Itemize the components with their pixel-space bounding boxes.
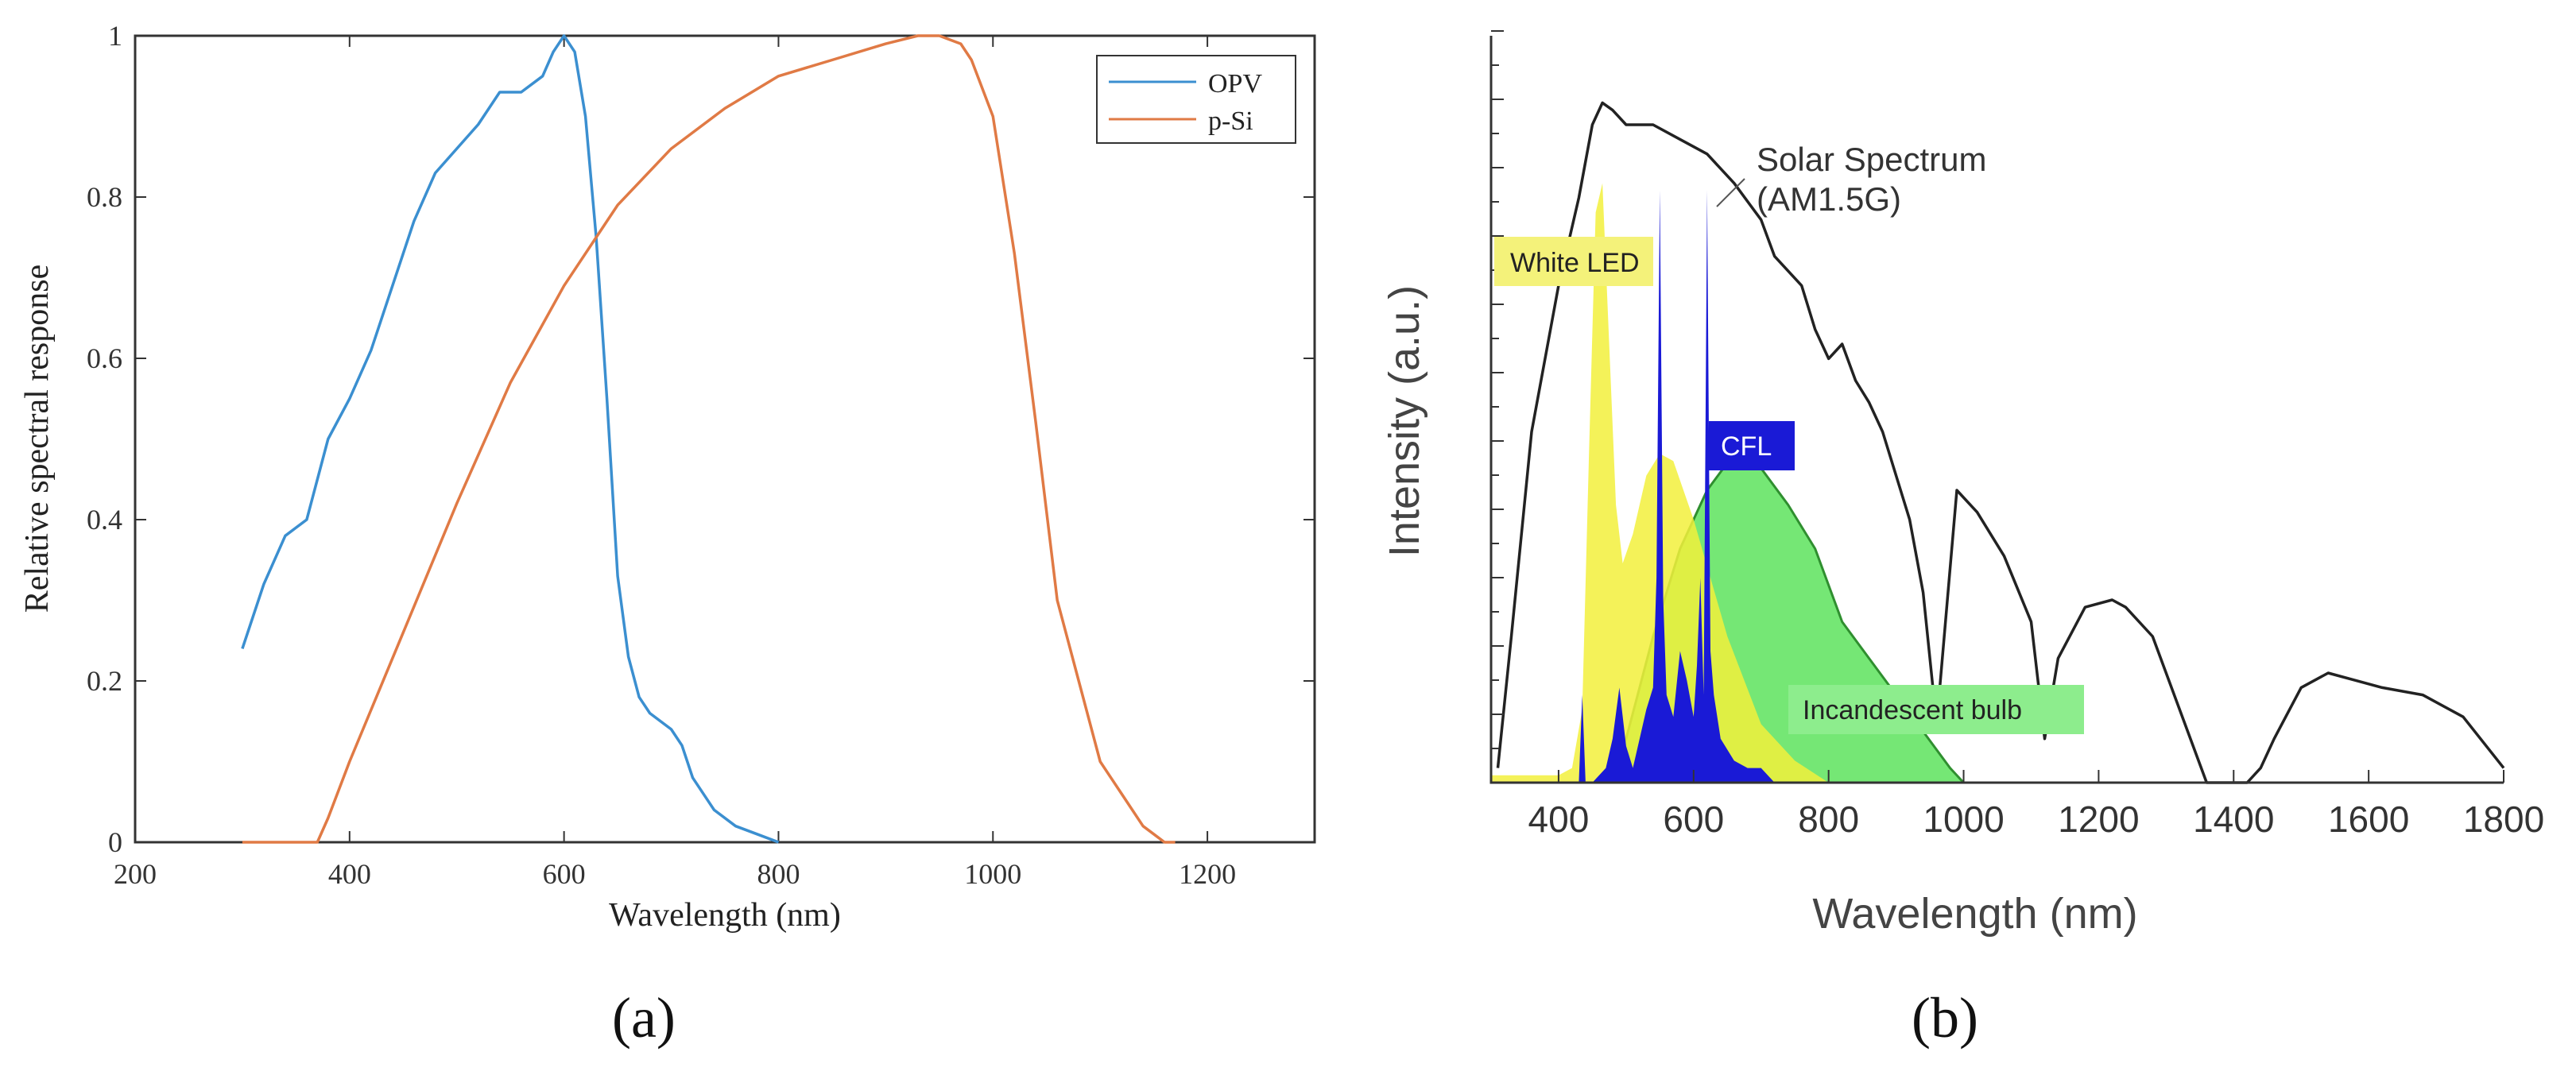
annotation-cfl: CFL — [1709, 421, 1795, 470]
panel-a-plot-frame — [134, 34, 1316, 844]
series-line-opv — [241, 34, 780, 844]
panel-a-y-axis-label: Relative spectral response — [19, 265, 56, 613]
panel-a-legend: OPV p-Si — [1096, 55, 1296, 144]
panel-b: 400 600 800 1000 1200 1400 1600 1800 Wavelength… — [1381, 30, 2544, 1050]
panel-b-ticks: 400 600 800 1000 1200 1400 1600 1800 — [1491, 30, 2544, 840]
x-tick-label: 800 — [1798, 799, 1859, 840]
cfl-label: CFL — [1721, 431, 1772, 462]
legend-psi-label: p-Si — [1208, 106, 1253, 136]
annotation-incandescent: Incandescent bulb — [1788, 685, 2084, 734]
legend-opv-label: OPV — [1208, 69, 1262, 99]
x-tick-label: 400 — [1528, 799, 1590, 840]
white-led-label: White LED — [1510, 248, 1640, 278]
x-tick-label: 400 — [328, 858, 371, 890]
y-tick-label: 0.6 — [87, 342, 122, 374]
y-tick-label: 0 — [108, 826, 122, 858]
y-tick-label: 1 — [108, 20, 122, 52]
x-tick-label: 600 — [1663, 799, 1724, 840]
x-tick-label: 1200 — [2058, 799, 2139, 840]
panel-b-spectra — [1491, 101, 2505, 784]
panel-b-x-axis-label: Wavelength (nm) — [1812, 890, 2137, 938]
panel-b-y-axis-label: Intensity (a.u.) — [1381, 285, 1428, 557]
x-tick-label: 1000 — [1923, 799, 2004, 840]
x-tick-label: 1600 — [2328, 799, 2409, 840]
x-tick-label: 1400 — [2193, 799, 2274, 840]
x-tick-label: 800 — [757, 858, 800, 890]
x-tick-label: 600 — [543, 858, 586, 890]
solar-label-line: (AM1.5G) — [1757, 180, 1901, 218]
series-line-p-si — [242, 34, 1176, 844]
panel-a-x-axis-label: Wavelength (nm) — [609, 897, 841, 934]
panel-b-label: (b) — [1912, 986, 1978, 1050]
x-tick-label: 200 — [114, 858, 157, 890]
y-tick-label: 0.4 — [87, 504, 122, 536]
annotation-solar: Solar Spectrum (AM1.5G) — [1716, 141, 1986, 218]
panel-a: 200 400 600 800 1000 1200 0 0.2 0.4 0.6 0.8 1 Wavel… — [19, 20, 1316, 1050]
panel-b-axes — [1489, 36, 2504, 784]
panel-a-lines — [241, 34, 1176, 844]
solar-spectrum-line — [1496, 101, 2505, 784]
solar-spectrum-label: Solar Spectrum (AM1.5G) — [1757, 141, 1986, 218]
x-tick-label: 1200 — [1179, 858, 1236, 890]
cfl-label-bg — [1709, 421, 1795, 470]
y-tick-label: 0.2 — [87, 665, 122, 697]
legend-box — [1096, 55, 1296, 144]
incandescent-label: Incandescent bulb — [1803, 695, 2022, 725]
solar-annotation-leader — [1716, 178, 1745, 207]
x-tick-label: 1000 — [964, 858, 1021, 890]
x-tick-label: 1800 — [2463, 799, 2544, 840]
panel-a-label: (a) — [612, 986, 676, 1050]
white-led-label-bg — [1494, 237, 1653, 286]
solar-label-line: Solar Spectrum — [1757, 141, 1986, 178]
incandescent-label-bg — [1788, 685, 2084, 734]
annotation-led: White LED — [1494, 237, 1653, 286]
y-tick-label: 0.8 — [87, 181, 122, 213]
panel-a-ticks: 200 400 600 800 1000 1200 0 0.2 0.4 0.6 0.8 1 — [87, 20, 1315, 890]
